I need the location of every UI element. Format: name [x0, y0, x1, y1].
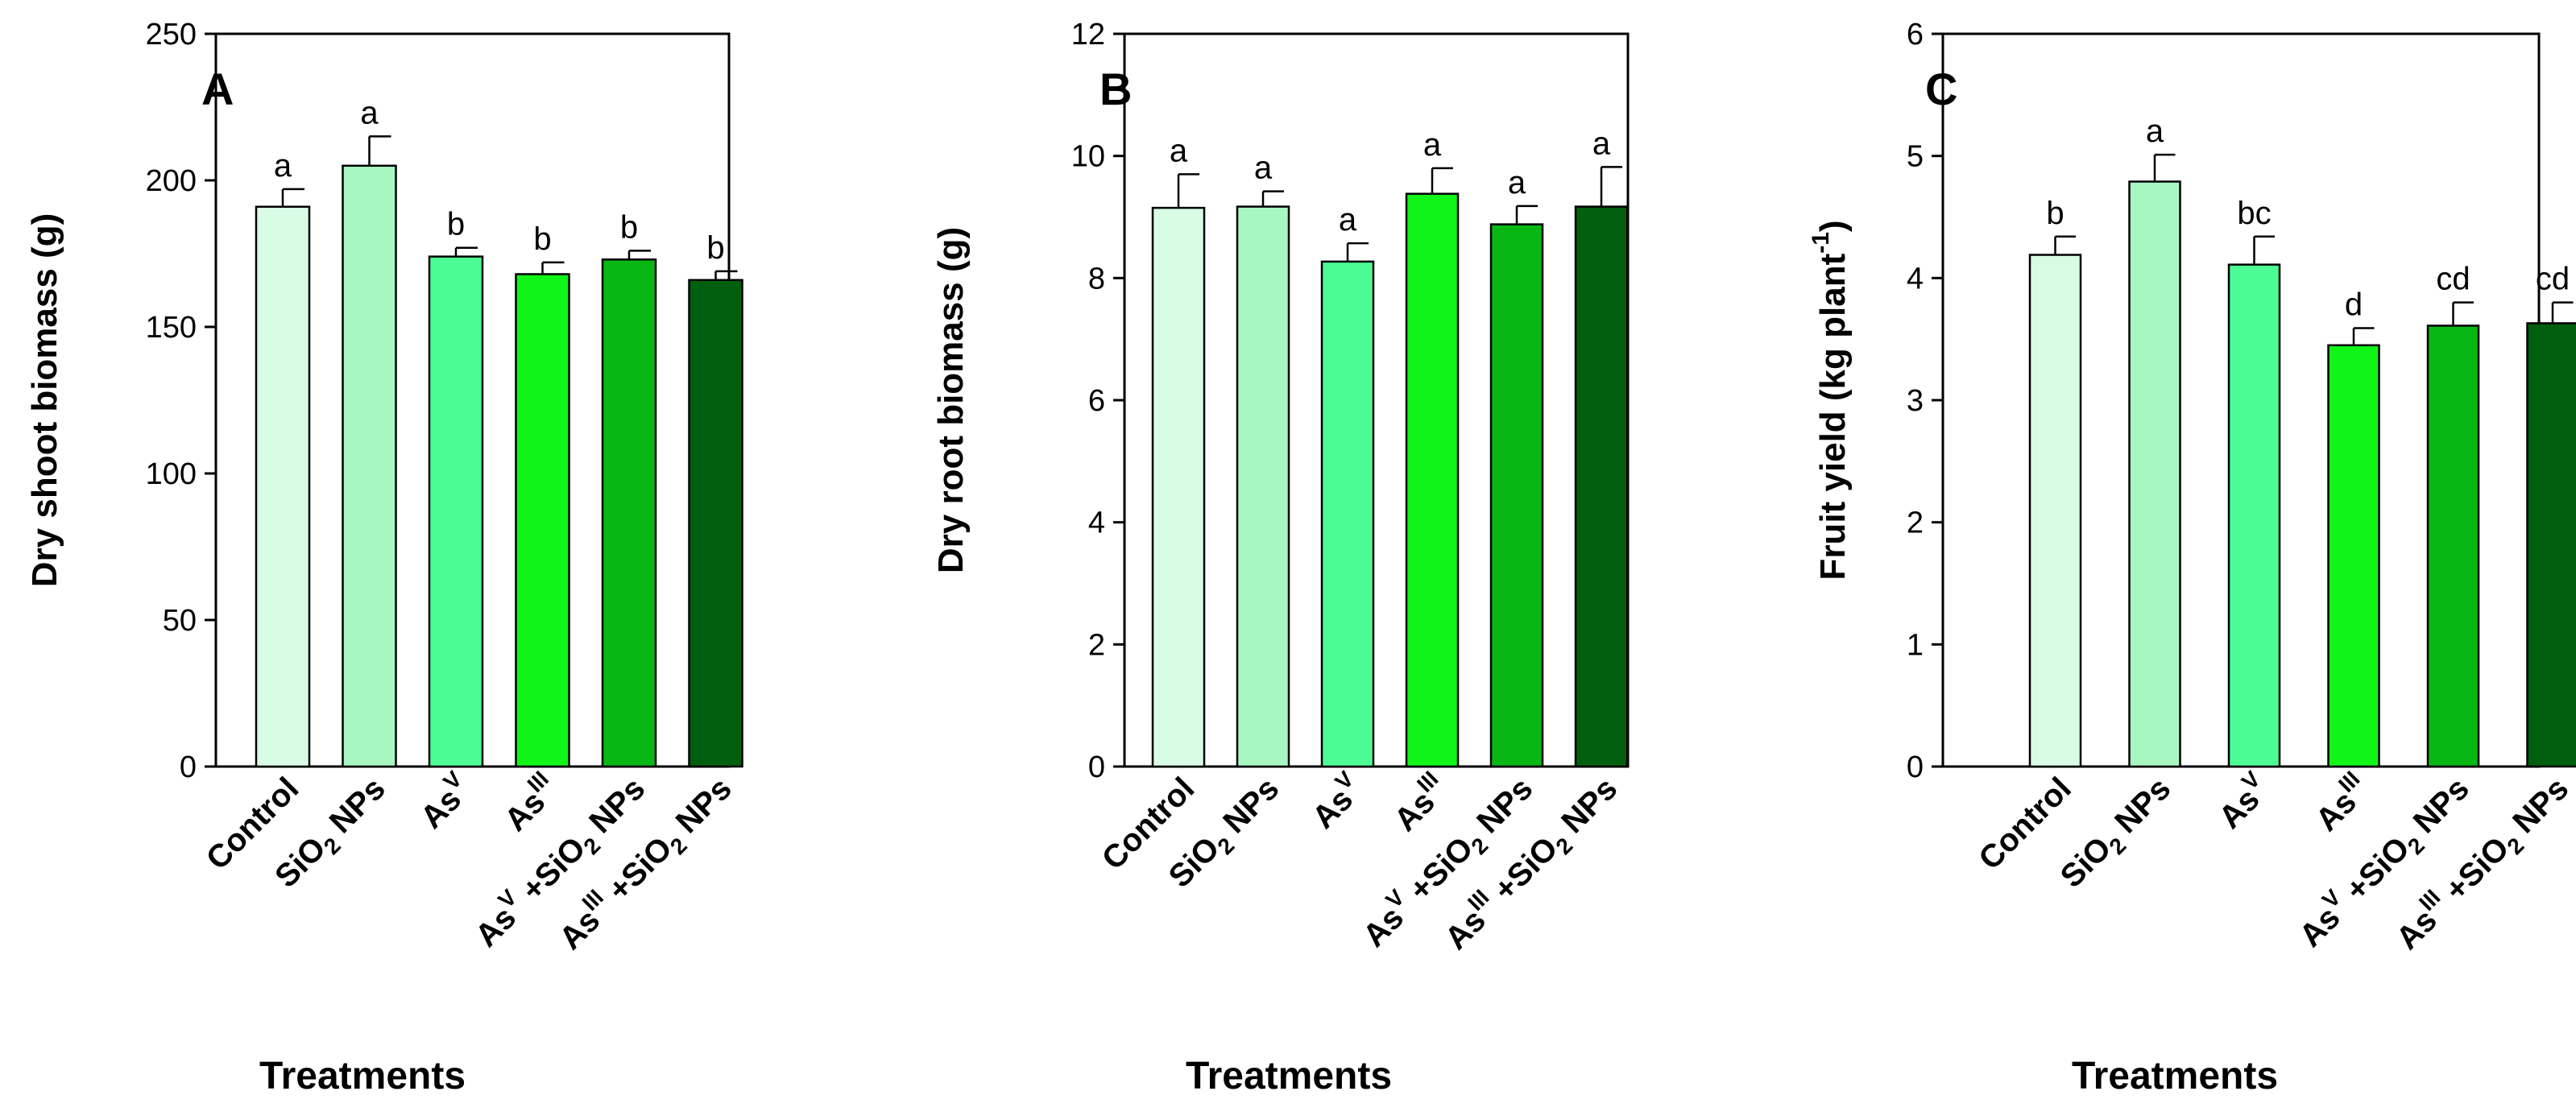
bar: [2327, 344, 2380, 768]
bar: [2028, 254, 2082, 768]
significance-letter: a: [1592, 126, 1611, 161]
significance-letter: a: [1254, 151, 1273, 186]
category-label: AsV: [2208, 766, 2277, 835]
bar: [2426, 324, 2480, 768]
panel-letter: B: [1100, 64, 1132, 114]
significance-letter: d: [2345, 287, 2363, 323]
significance-letter: a: [1170, 133, 1188, 168]
bar: [601, 258, 657, 768]
y-axis-title: Dry shoot biomass (g): [25, 213, 64, 588]
bar: [1574, 205, 1629, 768]
x-axis-title: Treatments: [259, 1055, 466, 1097]
y-tick-label: 200: [146, 164, 197, 198]
category-label: AsV: [1301, 766, 1370, 835]
significance-letter: a: [1508, 165, 1526, 200]
category-label: SiO2 NPs: [2054, 771, 2182, 899]
panel-letter: A: [201, 64, 234, 114]
bar: [1151, 206, 1206, 768]
y-tick-label: 4: [1088, 506, 1105, 540]
significance-letter: a: [274, 148, 292, 184]
y-tick-label: 10: [1071, 140, 1105, 174]
category-label: AsIII: [1383, 767, 1455, 838]
y-axis-title: Dry root biomass (g): [931, 227, 971, 573]
significance-letter: cd: [2436, 262, 2470, 297]
bar: [2526, 322, 2576, 768]
significance-letter: a: [1423, 127, 1442, 163]
y-axis-title: Fruit yield (kg plant-1): [1808, 220, 1853, 580]
bar: [1236, 205, 1290, 768]
significance-letter: b: [620, 209, 638, 245]
x-axis-title: Treatments: [2072, 1055, 2278, 1097]
y-tick-label: 150: [146, 311, 197, 345]
bar: [688, 279, 743, 768]
y-tick-label: 3: [1907, 384, 1924, 418]
significance-letter: a: [360, 95, 379, 130]
bar: [428, 255, 484, 768]
significance-letter: b: [706, 230, 724, 266]
bar: [1405, 192, 1460, 768]
y-tick-label: 8: [1088, 262, 1105, 296]
significance-letter: bc: [2237, 196, 2271, 231]
y-tick-label: 0: [180, 750, 197, 784]
category-label: AsIII: [2305, 767, 2376, 838]
y-tick-label: 4: [1907, 262, 1924, 296]
significance-letter: a: [1339, 202, 1357, 238]
category-label: AsV: [409, 766, 478, 835]
y-tick-label: 6: [1088, 384, 1105, 418]
bar: [342, 164, 397, 768]
bar: [515, 273, 570, 768]
y-tick-label: 5: [1907, 140, 1924, 174]
bar: [255, 205, 311, 768]
category-label: AsIII: [493, 767, 565, 838]
panel-letter: C: [1925, 64, 1957, 114]
x-axis-title: Treatments: [1186, 1055, 1392, 1097]
y-tick-label: 2: [1907, 506, 1924, 540]
y-tick-label: 0: [1088, 750, 1105, 784]
y-tick-label: 250: [146, 18, 197, 52]
significance-letter: a: [2146, 114, 2164, 149]
significance-letter: b: [2046, 196, 2064, 231]
category-label: AsIII +SiO2 NPs: [2385, 767, 2576, 961]
y-tick-label: 2: [1088, 628, 1105, 662]
y-tick-label: 0: [1907, 750, 1924, 784]
y-tick-label: 1: [1907, 628, 1924, 662]
significance-letter: b: [533, 221, 551, 257]
category-label: AsV +SiO2 NPs: [2288, 767, 2480, 958]
y-tick-label: 12: [1071, 18, 1105, 52]
bar: [1489, 223, 1544, 768]
y-tick-label: 100: [146, 457, 197, 491]
bar: [1320, 260, 1375, 768]
significance-letter: b: [447, 207, 465, 242]
y-tick-label: 50: [163, 604, 197, 638]
bar: [2128, 180, 2181, 768]
significance-letter: cd: [2536, 262, 2570, 297]
bar: [2227, 263, 2281, 768]
y-tick-label: 6: [1907, 18, 1924, 52]
